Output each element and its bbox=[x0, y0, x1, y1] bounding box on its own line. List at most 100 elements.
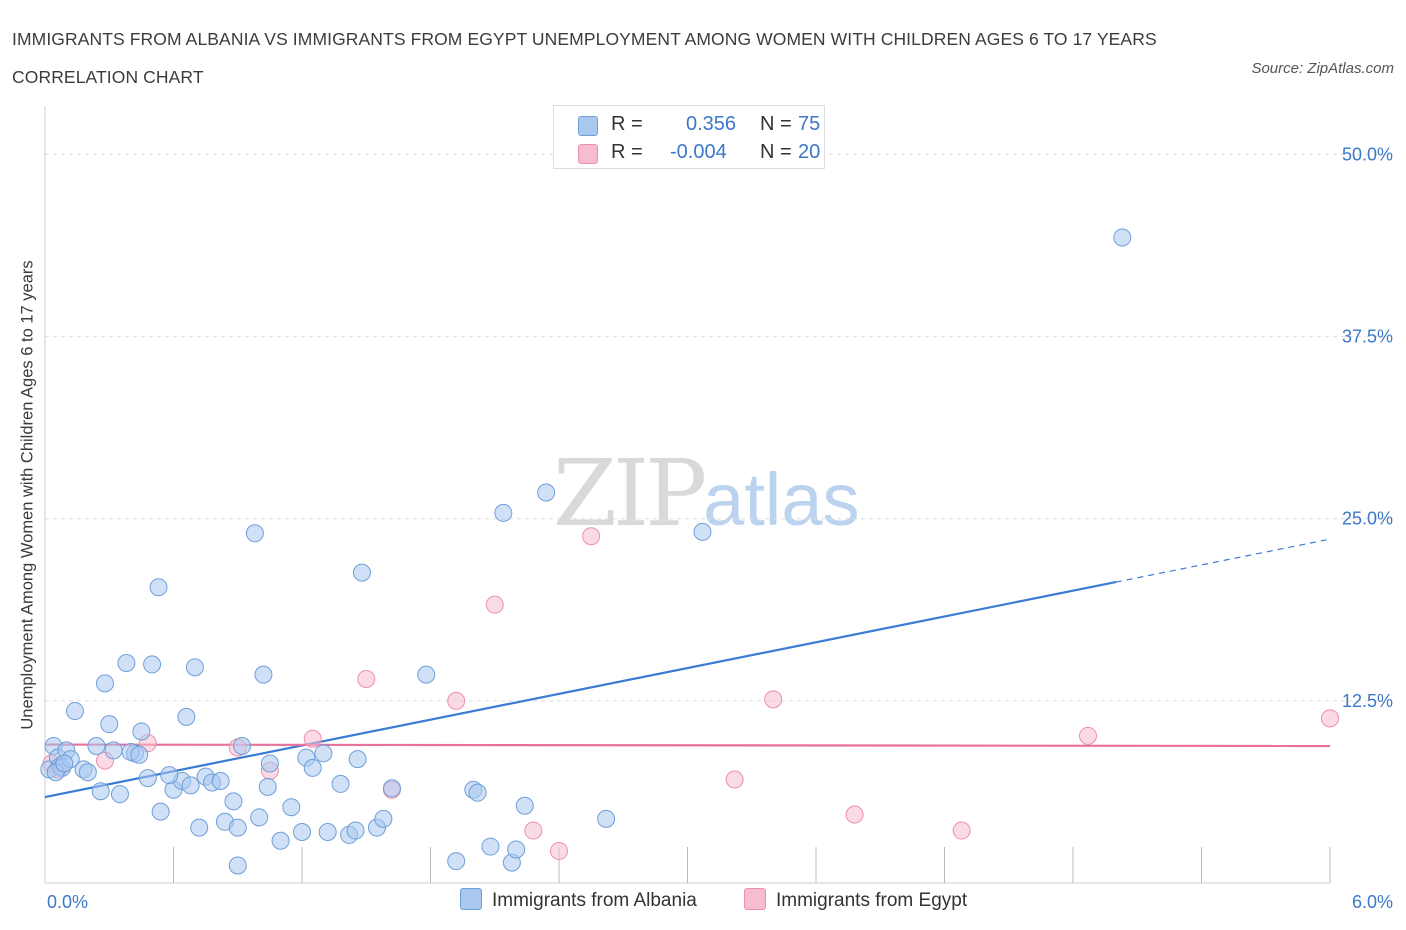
gridlines bbox=[45, 153, 1390, 702]
data-point-albania bbox=[138, 769, 157, 788]
legend-r-label: R = bbox=[611, 141, 643, 163]
y-tick-label: 12.5% bbox=[1342, 691, 1393, 711]
data-point-albania bbox=[346, 821, 365, 840]
data-point-albania bbox=[55, 754, 74, 773]
data-point-egypt bbox=[582, 527, 601, 546]
data-point-albania bbox=[65, 702, 84, 721]
data-point-albania bbox=[245, 524, 264, 543]
x-tick-label: 0.0% bbox=[47, 892, 88, 912]
data-point-albania bbox=[110, 785, 129, 804]
trend-line-albania-projection bbox=[1115, 538, 1331, 583]
data-point-albania bbox=[374, 809, 393, 828]
data-point-egypt bbox=[357, 670, 376, 688]
tick-labels: 12.5% 25.0% 37.5% 50.0% 0.0% 6.0% bbox=[47, 144, 1393, 912]
trend-line-egypt bbox=[44, 743, 1331, 748]
legend-n-value-albania: 75 bbox=[798, 113, 821, 135]
data-point-albania bbox=[177, 707, 196, 726]
axes bbox=[44, 106, 1331, 884]
watermark-atlas: atlas bbox=[703, 458, 860, 541]
data-point-albania bbox=[515, 796, 534, 815]
data-point-egypt bbox=[303, 729, 322, 748]
data-point-egypt bbox=[1321, 709, 1339, 728]
data-point-albania bbox=[303, 758, 322, 777]
data-point-albania bbox=[87, 737, 106, 756]
data-points bbox=[40, 228, 1339, 875]
data-point-albania bbox=[494, 503, 513, 522]
data-point-albania bbox=[468, 783, 487, 802]
data-point-albania bbox=[228, 818, 247, 837]
data-point-egypt bbox=[952, 821, 971, 840]
watermark-zip: ZIP bbox=[553, 440, 707, 547]
series-legend-albania: Immigrants from Albania bbox=[460, 888, 697, 912]
data-point-albania bbox=[91, 782, 110, 801]
data-point-albania bbox=[250, 808, 269, 827]
data-point-albania bbox=[254, 665, 273, 684]
data-point-albania bbox=[224, 792, 243, 811]
x-tick-label: 6.0% bbox=[1352, 892, 1393, 912]
data-point-albania bbox=[260, 754, 279, 773]
albania-swatch bbox=[460, 888, 482, 910]
data-point-albania bbox=[271, 831, 290, 850]
data-point-egypt bbox=[1078, 726, 1097, 745]
y-tick-label: 37.5% bbox=[1342, 327, 1393, 347]
data-point-egypt bbox=[550, 841, 568, 860]
legend-n-label: N = bbox=[760, 113, 792, 135]
data-point-albania bbox=[149, 578, 168, 597]
data-point-albania bbox=[537, 483, 556, 502]
series-name-albania: Immigrants from Albania bbox=[492, 890, 697, 911]
legend-r-value-albania: 0.356 bbox=[686, 113, 737, 135]
data-point-albania bbox=[348, 750, 367, 769]
legend-r-value-egypt: -0.004 bbox=[670, 141, 727, 163]
legend-r-label: R = bbox=[611, 113, 643, 135]
data-point-egypt bbox=[725, 770, 744, 789]
data-point-albania bbox=[160, 766, 179, 785]
legend-n-value-egypt: 20 bbox=[798, 141, 821, 163]
data-point-albania bbox=[130, 745, 149, 764]
legend-n-label: N = bbox=[760, 141, 792, 163]
data-point-albania bbox=[117, 653, 136, 672]
data-point-albania bbox=[211, 772, 230, 790]
data-point-egypt bbox=[524, 821, 543, 840]
data-point-albania bbox=[104, 741, 123, 760]
data-point-albania bbox=[228, 856, 247, 875]
trend-line-albania bbox=[44, 581, 1117, 799]
data-point-albania bbox=[331, 774, 350, 793]
egypt-swatch bbox=[744, 888, 766, 910]
data-point-albania bbox=[1113, 228, 1132, 247]
data-point-albania bbox=[95, 674, 114, 693]
data-point-albania bbox=[143, 655, 162, 674]
data-point-albania bbox=[190, 818, 209, 837]
data-point-albania bbox=[693, 522, 712, 541]
y-tick-label: 50.0% bbox=[1342, 144, 1393, 164]
watermark: ZIPatlas bbox=[553, 440, 859, 547]
data-point-albania bbox=[282, 798, 301, 817]
data-point-egypt bbox=[447, 691, 466, 710]
series-legend-egypt: Immigrants from Egypt bbox=[744, 888, 967, 912]
y-tick-label: 25.0% bbox=[1342, 509, 1393, 529]
data-point-egypt bbox=[845, 805, 864, 824]
series-name-egypt: Immigrants from Egypt bbox=[776, 890, 968, 911]
data-point-albania bbox=[352, 563, 371, 582]
egypt-swatch bbox=[578, 144, 598, 164]
data-point-albania bbox=[314, 744, 333, 763]
data-point-albania bbox=[447, 852, 466, 871]
source-credit: Source: ZipAtlas.com bbox=[1251, 60, 1394, 77]
data-point-albania bbox=[293, 823, 311, 841]
data-point-albania bbox=[151, 802, 170, 821]
data-point-egypt bbox=[485, 595, 504, 614]
data-point-albania bbox=[507, 840, 526, 859]
correlation-legend: R = 0.356 N = 75 R = -0.004 N = 20 bbox=[553, 105, 825, 169]
data-point-albania bbox=[382, 779, 401, 798]
data-point-albania bbox=[258, 777, 277, 796]
data-point-albania bbox=[185, 658, 204, 677]
chart-title: IMMIGRANTS FROM ALBANIA VS IMMIGRANTS FR… bbox=[12, 29, 1157, 87]
data-point-albania bbox=[318, 823, 337, 841]
data-point-albania bbox=[481, 837, 500, 856]
albania-swatch bbox=[578, 116, 598, 136]
data-point-albania bbox=[597, 809, 616, 828]
data-point-albania bbox=[417, 665, 436, 684]
data-point-albania bbox=[78, 763, 97, 782]
trend-lines bbox=[44, 538, 1331, 799]
data-point-albania bbox=[132, 722, 151, 741]
